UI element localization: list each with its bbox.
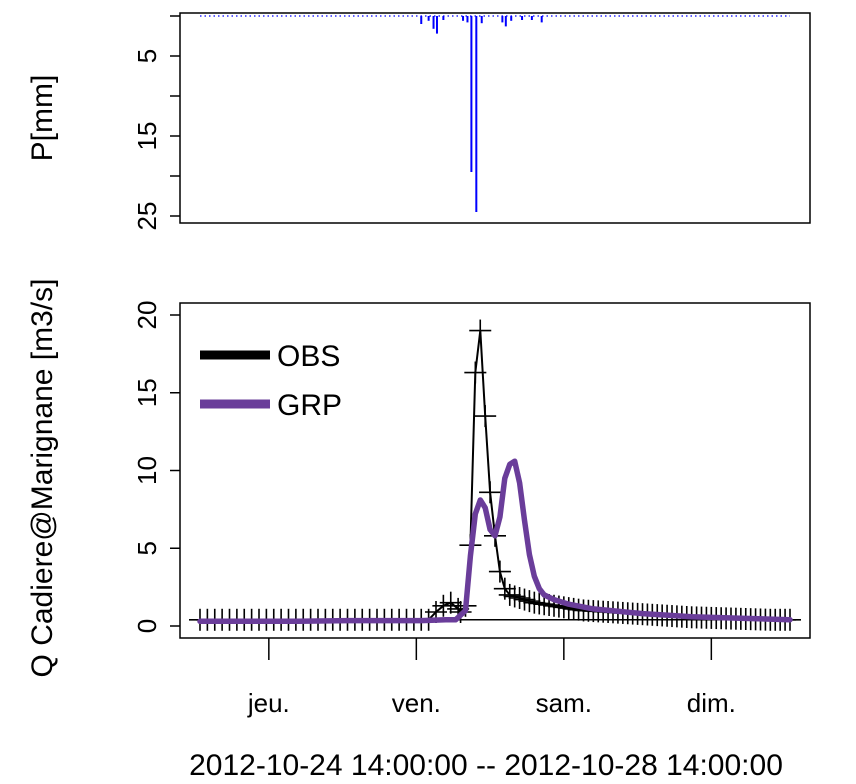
grp-line — [197, 458, 793, 625]
legend-label-obs: OBS — [277, 340, 340, 373]
obs-marker-47 — [503, 585, 526, 608]
precipitation-y-axis: 5 15 25 — [132, 15, 180, 231]
precipitation-plot-frame — [179, 12, 811, 224]
precipitation-y-axis-title: P[mm] — [26, 75, 59, 162]
precipitation-panel: 5 15 25 P[mm] — [26, 12, 811, 231]
obs-marker-44 — [488, 560, 511, 583]
discharge-plot-frame — [179, 302, 811, 639]
obs-marker-42 — [479, 481, 502, 504]
precipitation-bars — [420, 16, 543, 212]
obs-marker-49 — [513, 588, 536, 611]
obs-marker-41 — [474, 405, 497, 428]
obs-marker-46 — [498, 583, 521, 606]
precipitation-y-tick-label-2: 25 — [132, 202, 162, 231]
legend: OBS GRP — [200, 340, 342, 422]
discharge-series — [189, 319, 801, 631]
discharge-x-tick-label-3: dim. — [687, 688, 736, 718]
obs-marker-48 — [508, 587, 531, 610]
precipitation-y-tick-label-1: 15 — [132, 122, 162, 151]
discharge-y-tick-label-3: 15 — [132, 378, 162, 407]
discharge-x-tick-label-0: jeu. — [247, 688, 290, 718]
discharge-y-tick-label-4: 20 — [132, 301, 162, 330]
discharge-x-axis: jeu. ven. sam. dim. — [247, 638, 736, 718]
obs-line — [200, 330, 790, 621]
obs-marker-50 — [518, 590, 541, 613]
obs-marker-39 — [464, 361, 487, 384]
precipitation-y-tick-label-0: 5 — [132, 49, 162, 63]
discharge-y-tick-label-0: 0 — [132, 619, 162, 633]
discharge-y-axis: 0 5 10 15 20 — [132, 301, 180, 633]
obs-marker-40 — [469, 319, 492, 342]
discharge-x-tick-label-2: sam. — [536, 688, 592, 718]
legend-label-grp: GRP — [277, 389, 342, 422]
discharge-panel: 0 5 10 15 20 jeu. ven. sam. dim. Q Cadiere@Mari… — [26, 279, 811, 718]
discharge-x-tick-label-1: ven. — [392, 688, 441, 718]
discharge-y-tick-label-2: 10 — [132, 456, 162, 485]
period-caption: 2012-10-24 14:00:00 -- 2012-10-28 14:00:… — [189, 749, 783, 782]
discharge-y-axis-title: Q Cadiere@Marignane [m3/s] — [26, 279, 59, 678]
discharge-y-tick-label-1: 5 — [132, 541, 162, 555]
